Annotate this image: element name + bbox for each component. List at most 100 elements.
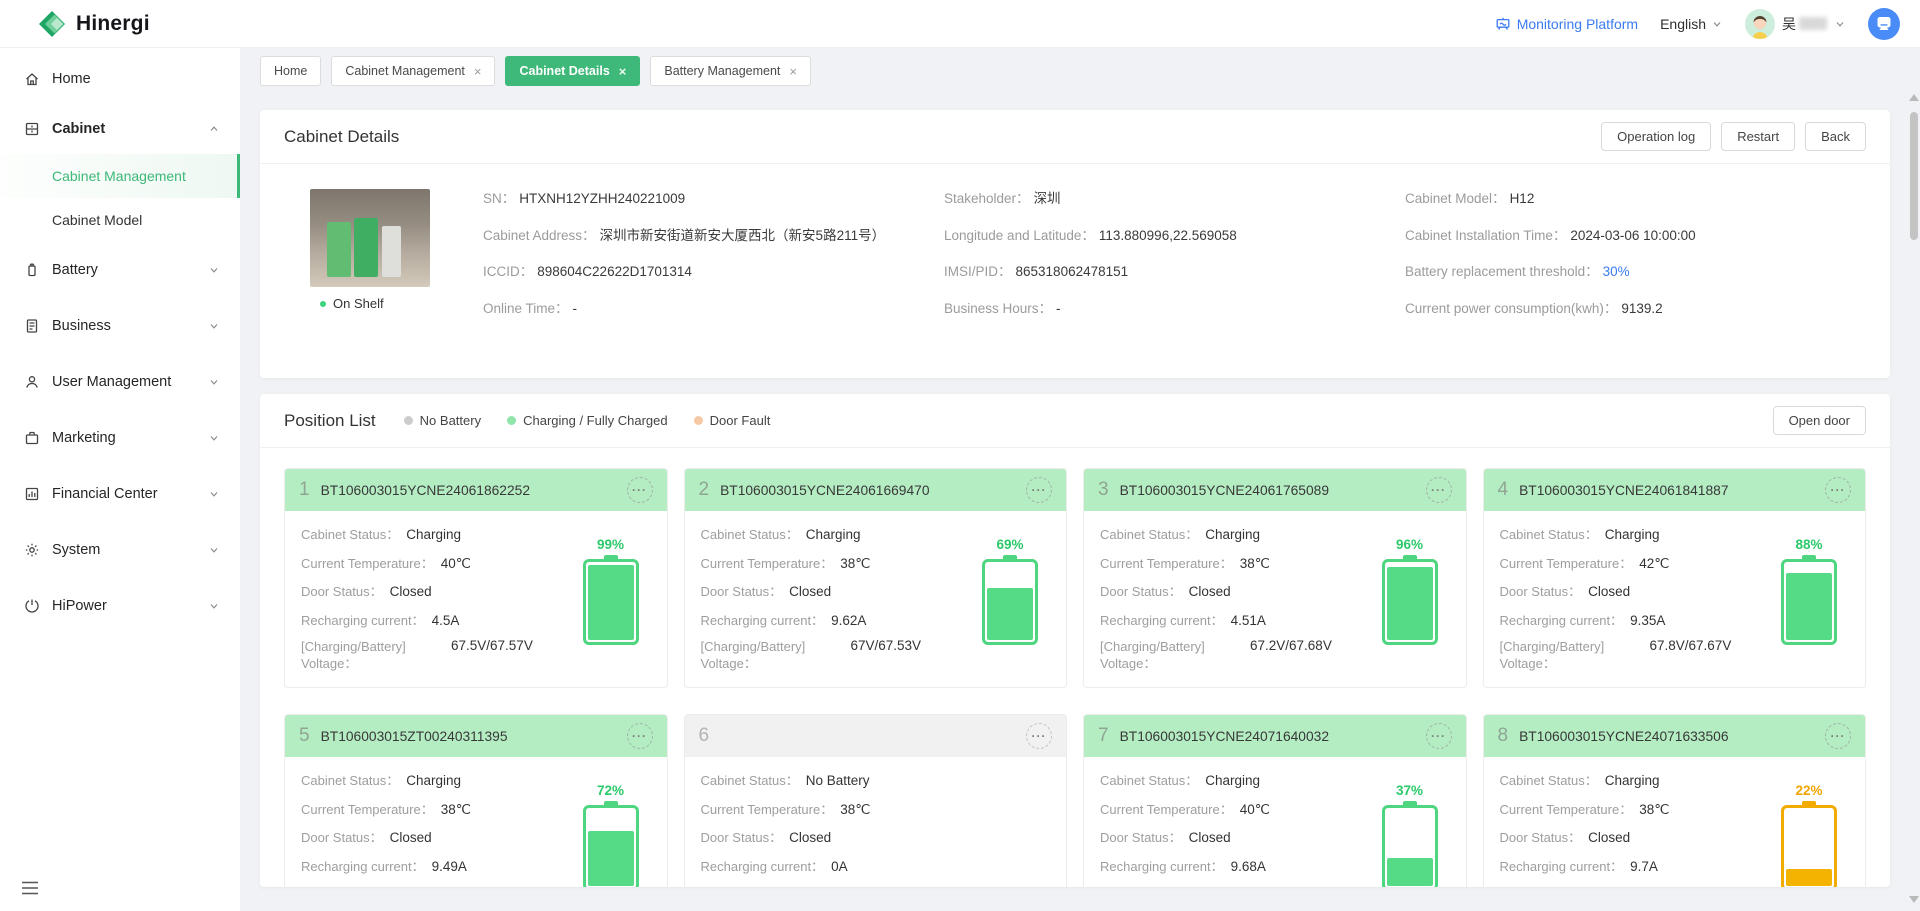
sidebar-item-user-management[interactable]: User Management	[0, 354, 240, 410]
field-label: [Charging/Battery]Voltage：	[1100, 638, 1250, 672]
close-tab-icon[interactable]: ×	[789, 65, 797, 78]
more-actions-button[interactable]: ···	[1426, 723, 1452, 749]
position-number: 1	[299, 479, 310, 501]
sidebar-item-system[interactable]: System	[0, 522, 240, 578]
battery-icon	[575, 555, 647, 645]
menu-fold-icon	[20, 880, 40, 896]
position-card: 6···Cabinet Status：No BatteryCurrent Tem…	[684, 714, 1068, 887]
brand: Hinergi	[38, 10, 150, 38]
more-actions-button[interactable]: ···	[1825, 477, 1851, 503]
position-list-card: Position List No Battery Charging / Full…	[260, 394, 1890, 887]
chevron-down-icon	[208, 320, 220, 332]
position-card: 1BT106003015YCNE24061862252···Cabinet St…	[284, 468, 668, 688]
battery-icon	[974, 555, 1046, 645]
collapse-sidebar-button[interactable]	[16, 875, 44, 903]
battery-shell	[1781, 805, 1837, 887]
more-actions-button[interactable]: ···	[627, 723, 653, 749]
sidebar-item-financial-center[interactable]: Financial Center	[0, 466, 240, 522]
scrollbar-thumb[interactable]	[1910, 112, 1918, 240]
battery-indicator: 99%	[575, 537, 647, 645]
sidebar-item-cabinet[interactable]: Cabinet	[0, 104, 240, 154]
more-actions-button[interactable]: ···	[1426, 477, 1452, 503]
field-label: Cabinet Status：	[1100, 524, 1198, 543]
username-redacted	[1799, 17, 1827, 30]
field-value: No Battery	[806, 773, 870, 788]
position-list-title: Position List	[284, 411, 376, 431]
sidebar-item-label: HiPower	[52, 598, 107, 614]
battery-serial: BT106003015YCNE24061841887	[1519, 483, 1728, 498]
sidebar-item-label: Financial Center	[52, 486, 158, 502]
battery-well	[588, 810, 634, 886]
field-label: Cabinet Status：	[301, 770, 399, 789]
field-label: Door Status：	[301, 581, 383, 600]
battery-serial: BT106003015YCNE24071633506	[1519, 729, 1728, 744]
operation-log-button[interactable]: Operation log	[1601, 122, 1711, 151]
scroll-down-arrow-icon[interactable]	[1909, 896, 1919, 903]
field-label: Door Status：	[701, 827, 783, 846]
tab-home[interactable]: Home	[260, 56, 321, 86]
photo-shape	[327, 222, 351, 277]
back-button[interactable]: Back	[1805, 122, 1866, 151]
monitoring-platform-link[interactable]: Monitoring Platform	[1495, 16, 1638, 32]
document-icon	[24, 318, 40, 334]
position-card: 5BT106003015ZT00240311395···Cabinet Stat…	[284, 714, 668, 887]
field-value: Closed	[789, 830, 831, 845]
battery-well	[1387, 810, 1433, 886]
field-value: Charging	[406, 773, 461, 788]
scrollbar[interactable]	[1909, 88, 1919, 909]
chevron-down-icon	[208, 432, 220, 444]
cabinet-icon	[24, 121, 40, 137]
battery-shell	[982, 559, 1038, 645]
sidebar-item-business[interactable]: Business	[0, 298, 240, 354]
field-label: Recharging current：	[1500, 856, 1624, 875]
tab-label: Battery Management	[664, 64, 780, 78]
field-value: 67.8V/67.67V	[1650, 638, 1732, 653]
field-value-threshold[interactable]: 30%	[1603, 262, 1630, 282]
sidebar-item-hipower[interactable]: HiPower	[0, 578, 240, 634]
language-selector[interactable]: English	[1660, 16, 1723, 32]
sidebar-item-marketing[interactable]: Marketing	[0, 410, 240, 466]
field-value: 9.62A	[831, 613, 866, 628]
position-card-header: 3BT106003015YCNE24061765089···	[1084, 469, 1466, 511]
field-value: Charging	[1205, 527, 1260, 542]
field-value: 898604C22622D1701314	[537, 262, 692, 282]
open-door-button[interactable]: Open door	[1773, 406, 1866, 435]
field-label-line: [Charging/Battery]	[701, 638, 851, 655]
more-actions-button[interactable]: ···	[627, 477, 653, 503]
field-label: Door Status：	[1500, 827, 1582, 846]
close-tab-icon[interactable]: ×	[474, 65, 482, 78]
customer-service-button[interactable]	[1868, 8, 1900, 40]
legend-dot-icon	[507, 416, 516, 425]
tab-cabinet-management[interactable]: Cabinet Management ×	[331, 56, 495, 86]
field-label: [Charging/Battery]Voltage：	[701, 638, 851, 672]
field-value: Closed	[390, 830, 432, 845]
sidebar-item-battery[interactable]: Battery	[0, 242, 240, 298]
more-actions-button[interactable]: ···	[1026, 477, 1052, 503]
field-value: Closed	[390, 584, 432, 599]
field-value: 40℃	[1240, 802, 1270, 818]
chevron-down-icon	[208, 600, 220, 612]
battery-percentage: 72%	[575, 783, 647, 798]
position-card-body: Cabinet Status：ChargingCurrent Temperatu…	[1484, 511, 1866, 687]
position-card-header: 8BT106003015YCNE24071633506···	[1484, 715, 1866, 757]
cabinet-photo[interactable]	[310, 189, 430, 287]
field-value: Closed	[1189, 830, 1231, 845]
restart-button[interactable]: Restart	[1721, 122, 1795, 151]
field-value: -	[573, 299, 578, 319]
scroll-up-arrow-icon[interactable]	[1909, 94, 1919, 101]
sidebar-item-home[interactable]: Home	[0, 54, 240, 104]
chevron-down-icon	[208, 544, 220, 556]
tab-battery-management[interactable]: Battery Management ×	[650, 56, 811, 86]
field-value: HTXNH12YZHH240221009	[519, 189, 685, 209]
sidebar-item-cabinet-management[interactable]: Cabinet Management	[0, 154, 240, 198]
monitoring-platform-label: Monitoring Platform	[1517, 16, 1638, 32]
field-value: 2024-03-06 10:00:00	[1570, 226, 1695, 246]
close-tab-icon[interactable]: ×	[619, 65, 627, 78]
sidebar-item-cabinet-model[interactable]: Cabinet Model	[0, 198, 240, 242]
user-menu[interactable]: 吴	[1745, 9, 1846, 39]
position-card-body: Cabinet Status：ChargingCurrent Temperatu…	[1084, 757, 1466, 887]
tab-cabinet-details[interactable]: Cabinet Details ×	[505, 56, 640, 86]
battery-fill	[588, 565, 634, 640]
more-actions-button[interactable]: ···	[1026, 723, 1052, 749]
more-actions-button[interactable]: ···	[1825, 723, 1851, 749]
